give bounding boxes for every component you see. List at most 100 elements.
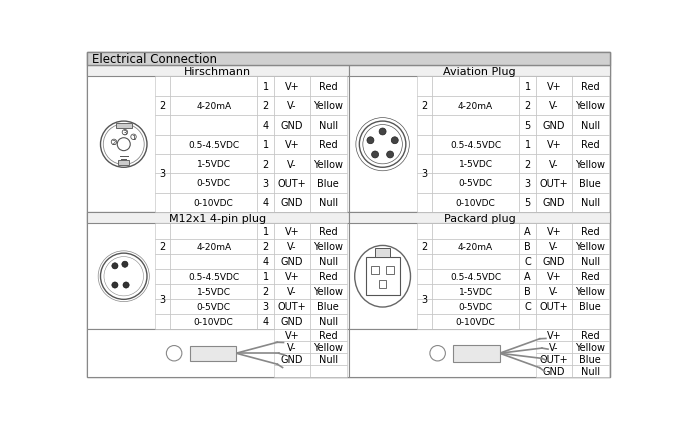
Bar xyxy=(536,77,572,97)
Bar xyxy=(572,224,609,239)
Text: 1: 1 xyxy=(262,140,269,150)
Bar xyxy=(519,299,536,314)
Text: Yellow: Yellow xyxy=(575,101,605,111)
Text: Blue: Blue xyxy=(579,178,601,188)
Bar xyxy=(432,284,519,299)
Bar xyxy=(310,77,347,97)
Text: 2: 2 xyxy=(159,101,166,111)
Bar xyxy=(274,224,310,239)
Text: 2: 2 xyxy=(113,264,117,269)
Bar xyxy=(572,341,609,354)
Circle shape xyxy=(367,138,374,144)
Bar xyxy=(155,314,170,329)
Text: Null: Null xyxy=(319,256,338,267)
Bar xyxy=(572,155,609,174)
Bar xyxy=(348,329,611,377)
Text: V+: V+ xyxy=(285,140,299,150)
Circle shape xyxy=(123,282,129,288)
Text: Blue: Blue xyxy=(318,302,339,312)
Bar xyxy=(155,284,170,299)
Text: Null: Null xyxy=(581,256,600,267)
Bar xyxy=(417,116,432,135)
Text: 2: 2 xyxy=(262,101,269,111)
Text: GND: GND xyxy=(543,198,565,208)
Bar xyxy=(86,213,348,329)
Bar xyxy=(86,53,611,66)
Text: 2: 2 xyxy=(262,242,269,251)
Text: Hirschmann: Hirschmann xyxy=(184,66,251,76)
Bar xyxy=(155,224,170,239)
Bar xyxy=(155,174,170,193)
Bar xyxy=(155,155,170,174)
Text: 5: 5 xyxy=(524,198,530,208)
Bar xyxy=(310,97,347,116)
Text: V-: V- xyxy=(549,101,559,111)
Bar xyxy=(257,193,274,213)
Text: Yellow: Yellow xyxy=(575,343,605,352)
Bar xyxy=(257,135,274,155)
Bar xyxy=(536,254,572,269)
Text: V-: V- xyxy=(287,343,296,352)
Bar xyxy=(155,269,170,284)
Text: GND: GND xyxy=(281,256,303,267)
Bar xyxy=(371,267,379,274)
Text: 1: 1 xyxy=(123,262,127,267)
Text: 2: 2 xyxy=(112,140,116,146)
Text: Blue: Blue xyxy=(579,302,601,312)
Bar xyxy=(274,155,310,174)
Text: 4: 4 xyxy=(262,256,269,267)
Bar xyxy=(519,254,536,269)
Text: C: C xyxy=(524,302,531,312)
Text: 4: 4 xyxy=(124,283,128,288)
Text: GND: GND xyxy=(543,366,565,377)
Text: Red: Red xyxy=(319,330,338,340)
Text: 2: 2 xyxy=(262,159,269,169)
Bar xyxy=(519,224,536,239)
Text: GND: GND xyxy=(281,354,303,365)
Text: OUT+: OUT+ xyxy=(539,178,568,188)
Bar xyxy=(417,135,432,155)
Text: 0-5VDC: 0-5VDC xyxy=(458,179,492,188)
Bar xyxy=(310,314,347,329)
Text: 2: 2 xyxy=(159,242,166,251)
Bar xyxy=(257,77,274,97)
Text: V+: V+ xyxy=(547,330,561,340)
Text: GND: GND xyxy=(281,198,303,208)
Bar xyxy=(519,135,536,155)
Text: 3: 3 xyxy=(159,294,165,304)
Text: 0-10VDC: 0-10VDC xyxy=(456,317,496,326)
Text: V+: V+ xyxy=(547,272,561,282)
Text: V+: V+ xyxy=(285,82,299,92)
Text: 2: 2 xyxy=(422,242,428,251)
Text: 1: 1 xyxy=(262,227,269,236)
Bar xyxy=(536,239,572,254)
Bar xyxy=(310,366,347,377)
Bar xyxy=(572,77,609,97)
Bar xyxy=(257,239,274,254)
Bar xyxy=(86,213,348,224)
Bar xyxy=(155,97,170,116)
Bar xyxy=(257,314,274,329)
Bar xyxy=(170,77,257,97)
Circle shape xyxy=(387,152,394,158)
Circle shape xyxy=(371,152,379,158)
Text: GND: GND xyxy=(281,121,303,130)
Bar xyxy=(417,77,432,97)
Bar xyxy=(86,66,348,213)
Bar xyxy=(155,239,170,254)
Bar xyxy=(310,299,347,314)
Bar xyxy=(536,299,572,314)
Bar xyxy=(417,254,432,269)
Text: 2: 2 xyxy=(524,159,530,169)
Text: B: B xyxy=(388,266,393,275)
Text: 0-10VDC: 0-10VDC xyxy=(194,198,233,207)
Bar xyxy=(536,97,572,116)
Bar xyxy=(170,135,257,155)
Circle shape xyxy=(122,262,128,268)
Text: 3: 3 xyxy=(524,178,530,188)
Text: GND: GND xyxy=(543,256,565,267)
Bar xyxy=(310,155,347,174)
Text: Yellow: Yellow xyxy=(313,242,343,251)
Bar xyxy=(170,97,257,116)
Bar xyxy=(257,254,274,269)
